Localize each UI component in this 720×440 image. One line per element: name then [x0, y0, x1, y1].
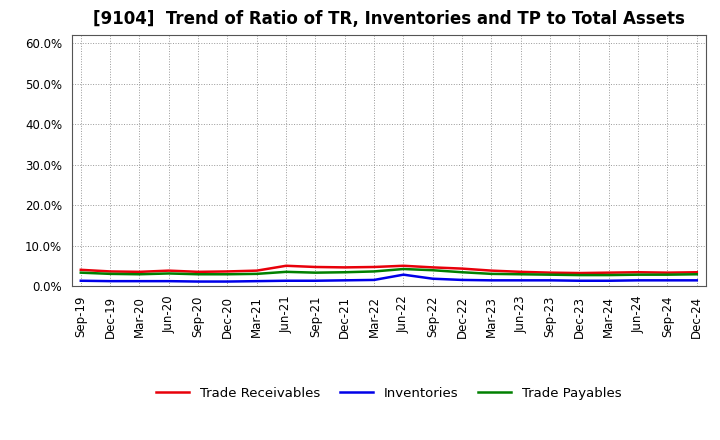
Trade Receivables	[487, 268, 496, 273]
Trade Payables	[253, 271, 261, 276]
Trade Payables	[223, 271, 232, 277]
Inventories	[487, 278, 496, 283]
Inventories	[106, 279, 114, 284]
Trade Receivables	[135, 269, 144, 275]
Trade Receivables	[575, 271, 584, 276]
Inventories	[693, 278, 701, 283]
Trade Payables	[663, 272, 672, 277]
Trade Payables	[487, 271, 496, 276]
Trade Payables	[458, 270, 467, 275]
Trade Payables	[516, 271, 525, 277]
Inventories	[605, 278, 613, 283]
Trade Receivables	[341, 265, 349, 270]
Trade Receivables	[546, 270, 554, 275]
Inventories	[282, 278, 290, 283]
Inventories	[370, 277, 379, 282]
Trade Payables	[282, 269, 290, 275]
Trade Payables	[106, 271, 114, 276]
Trade Payables	[370, 269, 379, 274]
Inventories	[253, 279, 261, 284]
Trade Receivables	[253, 268, 261, 273]
Trade Receivables	[399, 263, 408, 268]
Trade Payables	[399, 266, 408, 271]
Trade Payables	[341, 270, 349, 275]
Trade Receivables	[516, 269, 525, 275]
Inventories	[663, 278, 672, 283]
Trade Payables	[428, 268, 437, 273]
Inventories	[458, 277, 467, 282]
Line: Inventories: Inventories	[81, 275, 697, 282]
Trade Payables	[634, 272, 642, 277]
Trade Receivables	[605, 270, 613, 275]
Inventories	[223, 279, 232, 284]
Trade Receivables	[693, 270, 701, 275]
Inventories	[76, 278, 85, 283]
Trade Payables	[164, 271, 173, 276]
Trade Receivables	[223, 269, 232, 274]
Trade Payables	[575, 272, 584, 278]
Trade Receivables	[164, 268, 173, 273]
Line: Trade Payables: Trade Payables	[81, 269, 697, 275]
Trade Receivables	[311, 264, 320, 270]
Trade Receivables	[428, 265, 437, 270]
Title: [9104]  Trend of Ratio of TR, Inventories and TP to Total Assets: [9104] Trend of Ratio of TR, Inventories…	[93, 10, 685, 28]
Inventories	[164, 279, 173, 284]
Inventories	[311, 278, 320, 283]
Trade Payables	[693, 271, 701, 277]
Trade Receivables	[634, 270, 642, 275]
Trade Payables	[76, 270, 85, 275]
Trade Payables	[546, 272, 554, 277]
Inventories	[546, 278, 554, 283]
Trade Receivables	[106, 269, 114, 274]
Inventories	[341, 278, 349, 283]
Trade Payables	[311, 270, 320, 275]
Trade Payables	[135, 271, 144, 277]
Trade Receivables	[194, 269, 202, 275]
Trade Receivables	[282, 263, 290, 268]
Inventories	[634, 278, 642, 283]
Inventories	[194, 279, 202, 284]
Line: Trade Receivables: Trade Receivables	[81, 266, 697, 273]
Inventories	[135, 279, 144, 284]
Trade Payables	[194, 271, 202, 277]
Trade Receivables	[76, 267, 85, 272]
Inventories	[399, 272, 408, 277]
Trade Receivables	[663, 270, 672, 275]
Trade Receivables	[370, 264, 379, 270]
Inventories	[428, 276, 437, 281]
Legend: Trade Receivables, Inventories, Trade Payables: Trade Receivables, Inventories, Trade Pa…	[151, 381, 626, 405]
Inventories	[516, 278, 525, 283]
Inventories	[575, 278, 584, 283]
Trade Payables	[605, 272, 613, 278]
Trade Receivables	[458, 266, 467, 271]
